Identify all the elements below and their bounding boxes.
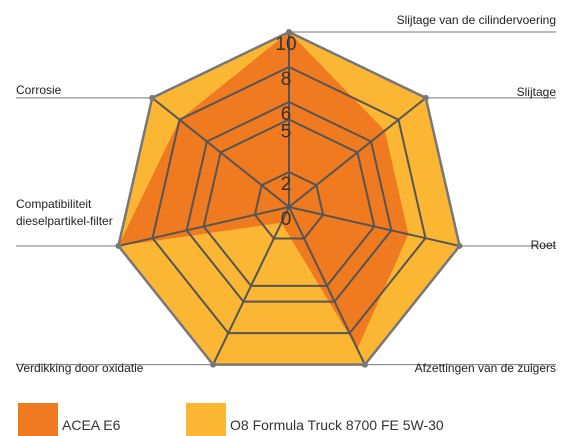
vertex-dot (422, 94, 429, 101)
r-tick-label: 2 (281, 174, 292, 195)
spoke (212, 206, 290, 366)
category-label: Slijtage (516, 85, 556, 99)
legend-label: ACEA E6 (62, 417, 121, 433)
vertex-dot (115, 242, 122, 249)
category-label: Verdikking door oxidatie (16, 361, 144, 375)
grid-ring (202, 118, 376, 287)
r-tick-label: 10 (275, 34, 296, 55)
grid-ring (151, 65, 427, 335)
spoke (118, 206, 290, 247)
r-tick-label: 5 (281, 122, 292, 143)
r-tick-label: 8 (281, 69, 292, 90)
category-label: Afzettingen van de zuigers (414, 361, 556, 375)
grid-ring (253, 170, 325, 240)
legend-swatch (186, 403, 226, 436)
category-label: Corrosie (16, 83, 62, 97)
vertex-dot (361, 361, 368, 368)
vertex-dot (149, 94, 156, 101)
r-tick-label: 6 (281, 104, 292, 125)
vertex-dot (210, 361, 217, 368)
category-label: Slijtage van de cilindervoering (396, 13, 556, 27)
spoke (288, 97, 427, 208)
legend-swatch (18, 403, 58, 436)
category-label: Roet (530, 238, 556, 252)
series-area (118, 32, 409, 349)
spoke (151, 97, 290, 208)
spoke (288, 206, 366, 366)
grid-ring (185, 100, 393, 303)
grid-ring (117, 30, 461, 366)
vertex-dot (456, 242, 463, 249)
legend-label: O8 Formula Truck 8700 FE 5W-30 (230, 417, 444, 433)
vertex-dot (286, 29, 292, 35)
spoke (288, 206, 460, 247)
category-label: Compatibiliteit dieselpartikel-filter (16, 197, 113, 228)
r-tick-label: 0 (281, 209, 292, 230)
